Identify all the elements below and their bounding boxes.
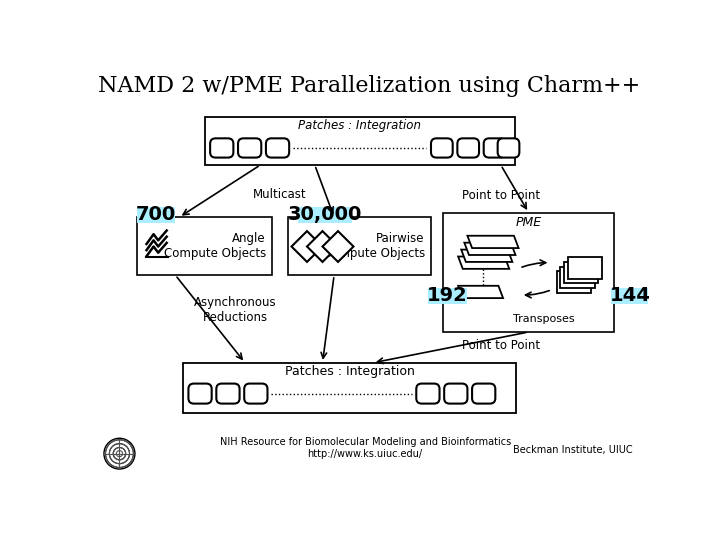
FancyBboxPatch shape [431, 138, 453, 158]
Text: Patches : Integration: Patches : Integration [284, 364, 415, 378]
Text: NAMD 2 w/PME Parallelization using Charm++: NAMD 2 w/PME Parallelization using Charm… [98, 76, 640, 97]
Bar [183, 363, 516, 413]
Text: Asynchronous
Reductions: Asynchronous Reductions [194, 296, 277, 323]
FancyBboxPatch shape [244, 383, 267, 403]
Polygon shape [292, 231, 323, 262]
Polygon shape [458, 256, 509, 269]
Text: Multicast: Multicast [253, 188, 307, 201]
Polygon shape [568, 257, 602, 279]
Text: 144: 144 [610, 286, 651, 305]
Text: Beckman Institute, UIUC: Beckman Institute, UIUC [513, 445, 632, 455]
Bar [137, 217, 272, 275]
Bar [287, 217, 431, 275]
FancyBboxPatch shape [457, 138, 479, 158]
FancyBboxPatch shape [238, 138, 261, 158]
Text: Patches : Integration: Patches : Integration [298, 119, 421, 132]
FancyBboxPatch shape [472, 383, 495, 403]
Text: 30,000: 30,000 [287, 205, 362, 225]
FancyBboxPatch shape [210, 138, 233, 158]
Text: NIH Resource for Biomolecular Modeling and Bioinformatics
http://www.ks.uiuc.edu: NIH Resource for Biomolecular Modeling a… [220, 437, 510, 459]
Bar [611, 288, 649, 303]
Text: 700: 700 [136, 205, 176, 225]
Polygon shape [564, 262, 598, 284]
FancyBboxPatch shape [444, 383, 467, 403]
Polygon shape [467, 236, 518, 248]
Text: Point to Point: Point to Point [462, 339, 540, 353]
FancyBboxPatch shape [216, 383, 240, 403]
Text: Pairwise
Compute Objects: Pairwise Compute Objects [323, 232, 425, 260]
Polygon shape [560, 267, 595, 288]
Bar [444, 213, 614, 332]
Text: 192: 192 [427, 286, 468, 305]
Polygon shape [323, 231, 354, 262]
Text: Angle
Compute Objects: Angle Compute Objects [163, 232, 266, 260]
Polygon shape [464, 242, 516, 255]
Text: PME: PME [516, 216, 541, 229]
Text: Point to Point: Point to Point [462, 189, 540, 202]
Bar [204, 117, 515, 165]
Circle shape [104, 438, 135, 469]
FancyBboxPatch shape [266, 138, 289, 158]
Polygon shape [557, 271, 590, 293]
FancyBboxPatch shape [189, 383, 212, 403]
FancyBboxPatch shape [498, 138, 519, 158]
Text: Transposes: Transposes [513, 314, 575, 324]
Polygon shape [307, 231, 338, 262]
FancyBboxPatch shape [416, 383, 439, 403]
Bar [428, 288, 467, 303]
Polygon shape [458, 286, 503, 298]
FancyBboxPatch shape [484, 138, 505, 158]
Bar [297, 207, 352, 222]
Polygon shape [462, 249, 513, 262]
Bar [137, 207, 175, 222]
